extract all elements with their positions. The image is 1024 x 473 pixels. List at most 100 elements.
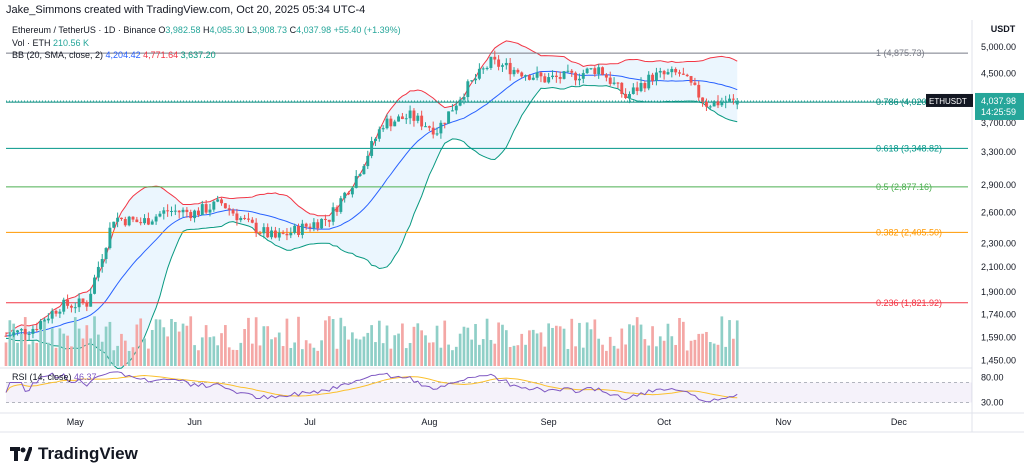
volume-bar — [335, 348, 339, 366]
volume-bar — [539, 332, 543, 366]
volume-bar — [528, 330, 531, 366]
volume-bar — [543, 346, 547, 366]
candle-body — [374, 138, 377, 142]
volume-bar — [197, 350, 200, 366]
volume-bar — [27, 344, 31, 366]
candle-body — [362, 166, 366, 175]
volume-bar — [39, 323, 42, 366]
volume-bar — [643, 339, 647, 366]
candle-body — [678, 72, 681, 74]
candle-body — [728, 98, 732, 102]
candle-body — [154, 216, 158, 222]
volume-bar — [50, 328, 54, 366]
candle-body — [512, 69, 516, 75]
ohlc-value: 3,982.58 — [165, 25, 203, 35]
candle-body — [497, 59, 501, 67]
candle-body — [158, 213, 162, 217]
candle-body — [77, 298, 81, 308]
volume-bar — [351, 332, 354, 366]
volume-bar — [62, 333, 66, 366]
time-tick-label: Aug — [421, 417, 437, 427]
candle-body — [662, 71, 666, 75]
volume-bar — [20, 333, 23, 366]
volume-bar — [8, 320, 12, 366]
time-tick-label: Oct — [657, 417, 672, 427]
volume-bar — [481, 339, 485, 366]
volume-bar — [200, 337, 204, 366]
volume-bar — [666, 323, 670, 366]
fib-label: 0.5 (2,877.16) — [876, 182, 932, 192]
candle-body — [62, 299, 66, 312]
volume-bar — [316, 350, 320, 366]
volume-bar — [185, 325, 189, 366]
fib-label: 0.786 (4,020.34) — [876, 97, 942, 107]
candle-body — [493, 56, 497, 60]
time-tick-label: Nov — [775, 417, 792, 427]
volume-bar — [697, 333, 701, 366]
candle-body — [577, 78, 581, 81]
candle-body — [347, 192, 350, 195]
candle-body — [323, 218, 327, 220]
candle-body — [570, 70, 574, 73]
candle-body — [162, 210, 166, 214]
volume-bar — [54, 347, 58, 366]
candle-body — [81, 298, 85, 303]
rsi-pane: RSI (14, close) 46.37 — [5, 371, 972, 403]
price-tick-label: 3,300.00 — [981, 147, 1016, 157]
price-tick-label: 2,600.00 — [981, 208, 1016, 218]
volume-bar — [224, 325, 227, 366]
candle-body — [69, 305, 73, 308]
candle-body — [146, 218, 150, 225]
candle-body — [96, 266, 100, 278]
volume-bar — [289, 347, 293, 366]
bb-value: 4,204.42 — [106, 50, 144, 60]
candle-body — [412, 110, 416, 121]
volume-bar — [516, 345, 520, 366]
candle-body — [12, 332, 16, 336]
volume-bar — [524, 344, 527, 366]
candle-body — [54, 310, 58, 314]
volume-bar — [655, 346, 658, 366]
time-tick-label: May — [67, 417, 85, 427]
candle-body — [443, 122, 447, 124]
volume-bar — [131, 347, 135, 366]
candle-body — [208, 209, 212, 213]
volume-bar — [497, 322, 500, 366]
candle-body — [724, 101, 728, 103]
volume-bar — [385, 325, 389, 366]
tradingview-logo[interactable]: TradingView — [10, 444, 138, 464]
volume-bar — [712, 343, 716, 366]
candle-body — [601, 67, 604, 75]
volume-bar — [724, 346, 728, 366]
candle-body — [628, 94, 631, 98]
volume-bar — [431, 342, 435, 366]
candle-body — [339, 198, 343, 212]
volume-bar — [370, 325, 373, 366]
candle-body — [50, 310, 54, 319]
candle-body — [119, 217, 123, 220]
rsi-line — [5, 371, 738, 403]
candle-body — [620, 82, 624, 94]
volume-bar — [104, 326, 108, 366]
candle-body — [331, 207, 335, 222]
price-tick-label: 4,500.00 — [981, 68, 1016, 78]
volume-bar — [235, 349, 239, 366]
time-tick-label: Jun — [187, 417, 202, 427]
candle-body — [635, 87, 639, 92]
volume-bar — [297, 316, 300, 366]
volume-bar — [420, 330, 423, 366]
candle-body — [535, 72, 539, 78]
volume-bar — [474, 324, 477, 366]
candle-body — [693, 82, 697, 85]
candle-body — [731, 98, 735, 100]
volume-bar — [635, 317, 639, 366]
header-bar: Jake_Simmons created with TradingView.co… — [0, 0, 1024, 20]
volume-bar — [682, 321, 685, 366]
candle-body — [31, 328, 35, 334]
volume-bar — [116, 345, 119, 366]
volume-bar — [401, 323, 404, 366]
candle-body — [708, 106, 712, 108]
candle-body — [39, 321, 43, 329]
rsi-value: 46.37 — [74, 372, 97, 382]
